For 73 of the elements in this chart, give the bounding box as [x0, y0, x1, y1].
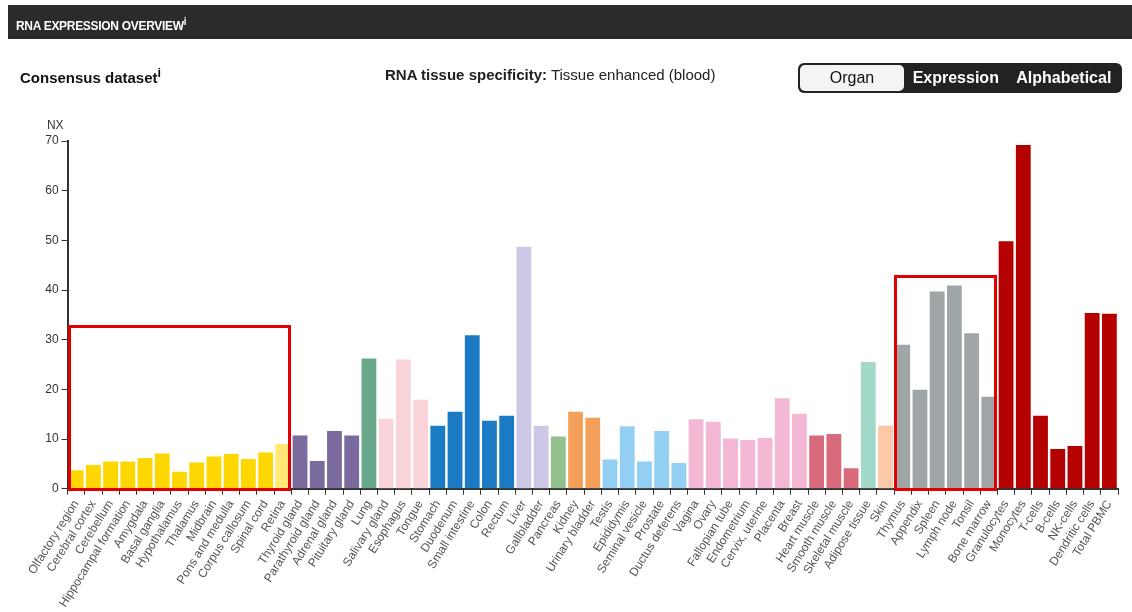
y-tick-label: 40: [45, 282, 59, 297]
bar: [637, 461, 652, 489]
y-axis-title: NX: [46, 118, 64, 132]
bar: [878, 425, 893, 489]
text: Expression: [911, 68, 1000, 88]
bar: [361, 358, 377, 489]
bar: [172, 471, 187, 489]
bar: [964, 333, 980, 489]
bar: [240, 458, 256, 489]
y-tick-label: 70: [45, 133, 59, 148]
y-tick-label: 30: [45, 332, 59, 347]
y-tick-label: 10: [45, 431, 59, 446]
bar: [688, 419, 704, 489]
bar: [654, 431, 670, 489]
bar: [809, 435, 825, 489]
bar: [585, 417, 601, 489]
bar: [309, 460, 325, 489]
bar: [137, 457, 153, 489]
bar: [516, 246, 532, 489]
bar: [826, 434, 842, 489]
bar: [499, 415, 515, 489]
bar: [671, 462, 687, 489]
bar: [1084, 312, 1100, 489]
text: Alphabetical: [1015, 68, 1113, 88]
bar: [705, 421, 721, 489]
bar: [740, 440, 756, 489]
chart-subtitle: Consensus dataset$^{i}$: [20, 66, 162, 86]
bar: [550, 436, 566, 489]
bar: [447, 411, 463, 489]
bar: [998, 241, 1014, 489]
y-tick-label: 60: [45, 182, 59, 197]
bar: [568, 411, 583, 489]
bar: [1101, 313, 1117, 489]
bar: [723, 438, 738, 489]
bar: [757, 438, 773, 489]
y-tick-label: 0: [51, 481, 59, 496]
bar: [344, 435, 360, 489]
bar: [430, 425, 446, 489]
text: RNA tissue specificity:: [385, 66, 547, 83]
bar: [413, 399, 428, 489]
bar: [774, 398, 790, 489]
bar: [1015, 144, 1031, 489]
bar: [206, 456, 222, 489]
bar: [258, 452, 273, 489]
chart-title: RNA EXPRESSION OVERVIEW$^{i}$: [8, 5, 1132, 39]
text: Organ: [800, 65, 904, 91]
bar: [292, 435, 308, 489]
bar: [85, 464, 101, 489]
bar: [327, 431, 342, 489]
bar: [103, 461, 119, 489]
bar: [189, 462, 205, 489]
bar: [1033, 415, 1048, 489]
bar: [619, 426, 635, 489]
bar: [378, 418, 394, 489]
y-tick-label: 20: [45, 381, 59, 396]
y-tick-label: 50: [45, 232, 59, 247]
bar: [843, 468, 859, 489]
text: Tissue enhanced (blood): [550, 66, 716, 83]
bar: [395, 359, 411, 489]
bar: [1067, 446, 1083, 489]
bar: [464, 335, 480, 489]
bar: [929, 291, 945, 489]
bar: [912, 389, 928, 489]
bar: [792, 413, 807, 489]
bar: [860, 362, 876, 489]
bar: [1050, 448, 1066, 489]
bar: [533, 425, 549, 489]
bar: [947, 285, 962, 489]
bar: [602, 459, 618, 489]
bar: [223, 453, 239, 489]
bar: [154, 453, 170, 489]
bar: [120, 461, 136, 489]
bar: [482, 420, 497, 489]
